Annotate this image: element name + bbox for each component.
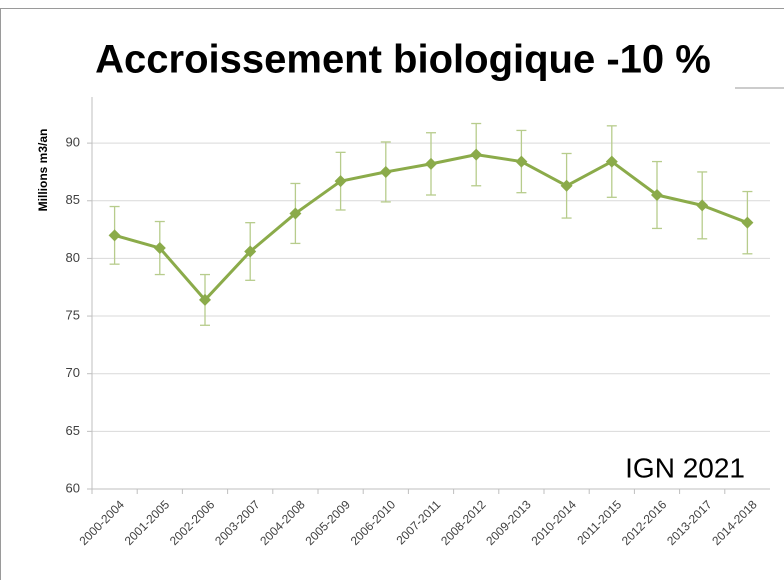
x-tick-label: 2012-2016 xyxy=(619,497,670,548)
y-tick-label: 85 xyxy=(66,192,80,207)
marker xyxy=(651,189,663,201)
x-tick-label: 2003-2007 xyxy=(212,497,263,548)
chart-title: Accroissement biologique -10 % xyxy=(95,38,711,82)
x-tick-label: 2010-2014 xyxy=(528,497,579,548)
annotation: IGN 2021 xyxy=(625,452,745,483)
y-tick-label: 65 xyxy=(66,423,80,438)
marker xyxy=(515,155,528,168)
marker xyxy=(560,179,573,192)
x-tick-label: 2005-2009 xyxy=(302,497,353,548)
x-tick-label: 2008-2012 xyxy=(438,497,489,548)
y-tick-label: 75 xyxy=(66,307,80,322)
x-tick-label: 2002-2006 xyxy=(167,497,218,548)
x-tick-label: 2014-2018 xyxy=(709,497,760,548)
y-tick-label: 80 xyxy=(66,250,80,265)
x-tick-label: 2013-2017 xyxy=(664,497,715,548)
y-axis-label: Millions m3/an xyxy=(36,129,50,212)
x-tick-label: 2000-2004 xyxy=(76,497,127,548)
marker xyxy=(153,242,166,255)
marker xyxy=(379,165,392,178)
marker xyxy=(696,199,709,212)
marker xyxy=(425,157,437,170)
y-tick-label: 90 xyxy=(66,135,80,150)
x-tick-label: 2007-2011 xyxy=(394,497,444,547)
x-tick-label: 2006-2010 xyxy=(348,497,399,548)
marker xyxy=(199,293,211,306)
frame xyxy=(0,8,784,580)
x-tick-label: 2011-2015 xyxy=(574,497,624,547)
x-tick-label: 2009-2013 xyxy=(483,497,534,548)
marker xyxy=(244,245,257,258)
marker xyxy=(470,148,483,161)
y-tick-label: 60 xyxy=(66,480,80,495)
x-tick-label: 2004-2008 xyxy=(257,497,308,548)
y-tick-label: 70 xyxy=(66,365,80,380)
marker xyxy=(605,155,618,168)
marker xyxy=(334,175,347,188)
x-tick-label: 2001-2005 xyxy=(122,497,173,548)
marker xyxy=(108,229,121,242)
marker xyxy=(741,216,754,229)
marker xyxy=(289,207,302,220)
